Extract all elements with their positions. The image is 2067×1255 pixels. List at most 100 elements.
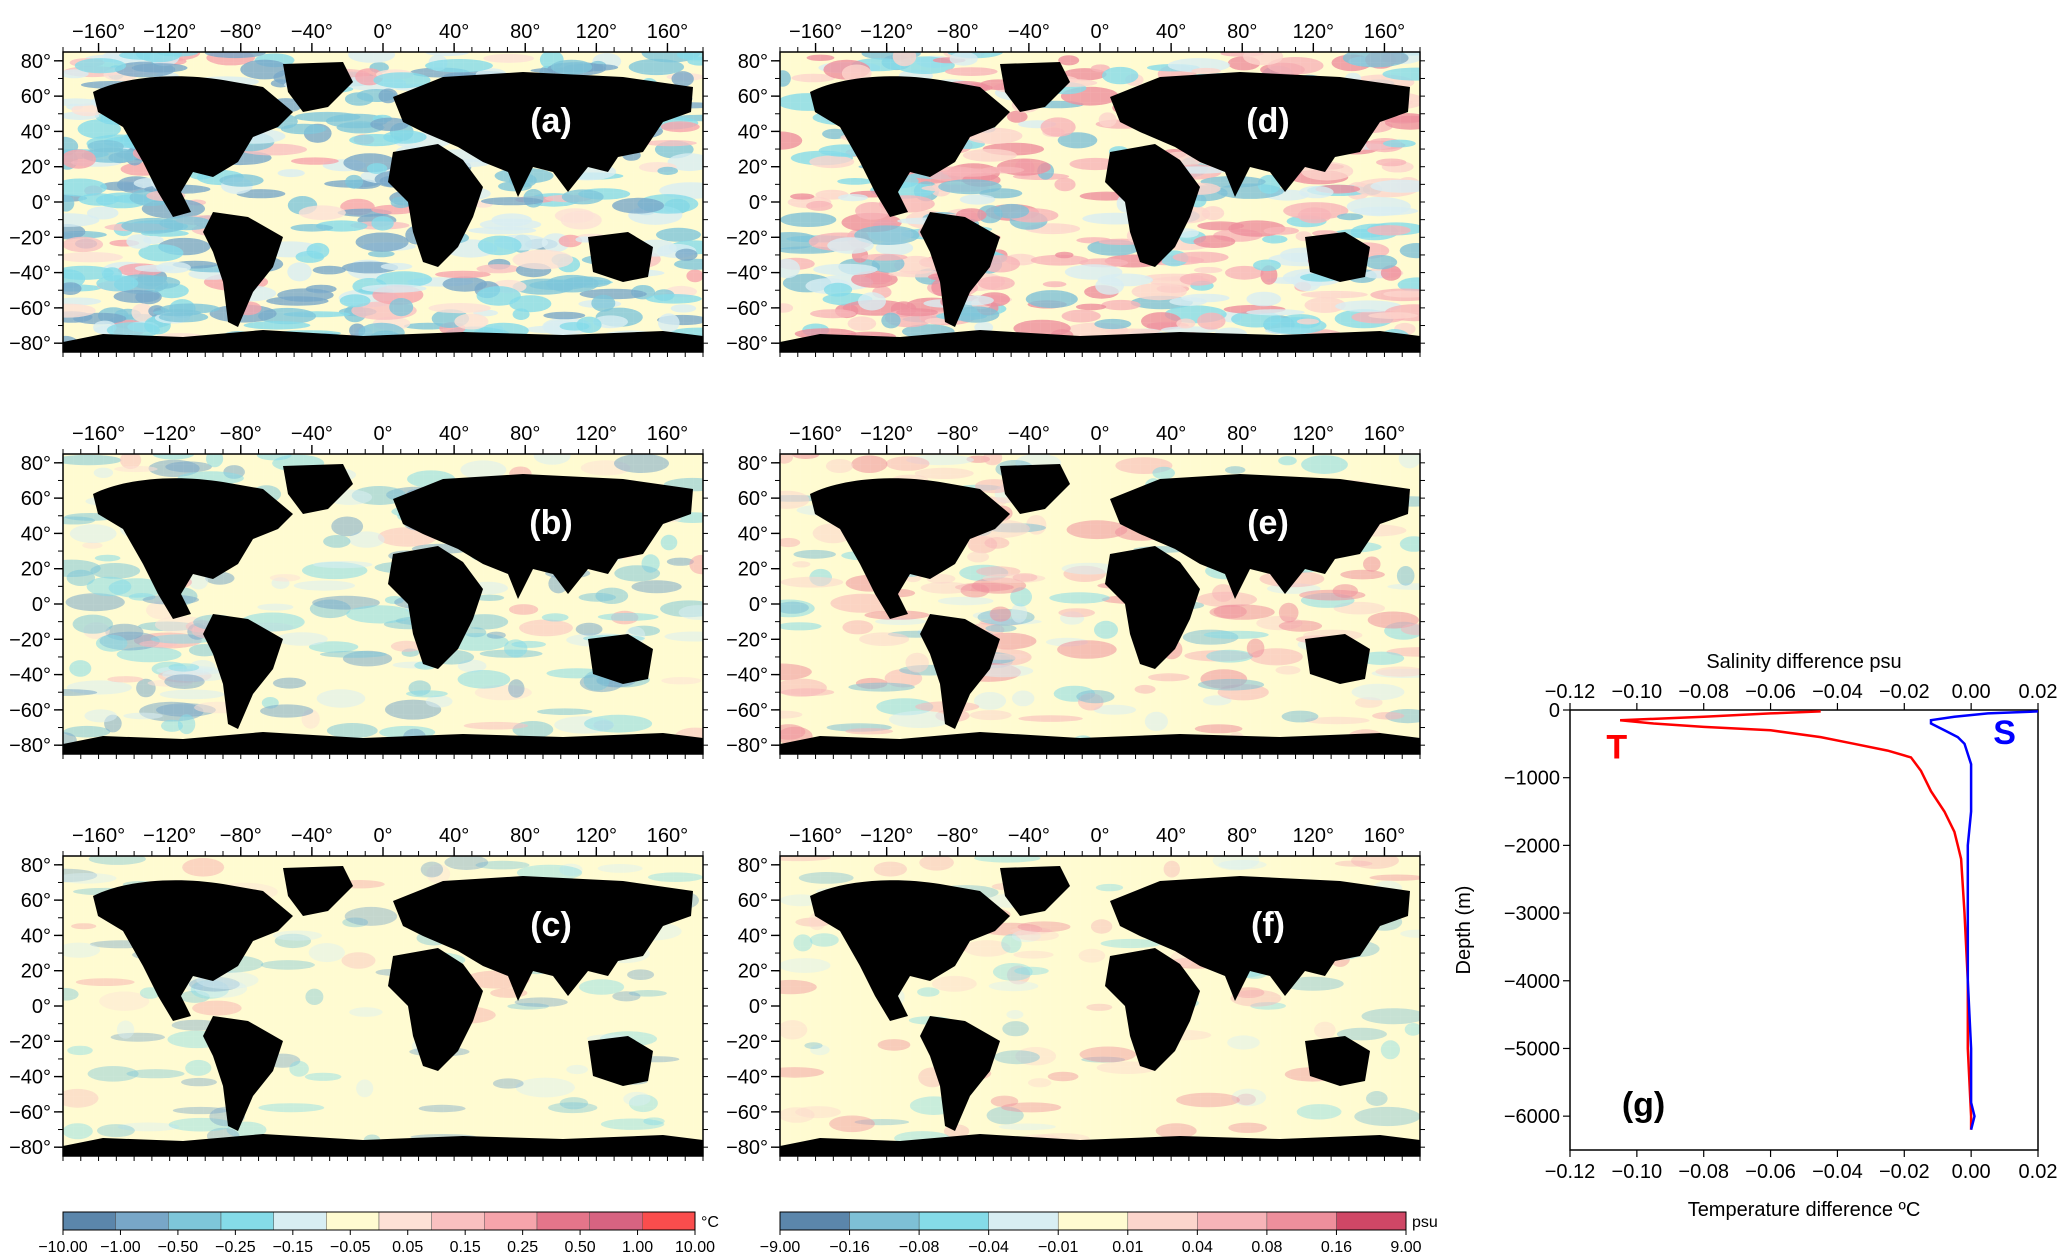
lon-tick-label: 40° bbox=[439, 825, 469, 847]
map-panel-e: −160° −120° −80° −40° 0° 40° 80° 120° 160° 80° 60°… bbox=[726, 423, 1425, 759]
lon-tick-label: −80° bbox=[220, 825, 262, 847]
colorbar-swatch bbox=[431, 1211, 485, 1231]
series-line-T bbox=[1619, 710, 1973, 1130]
colorbar-label: 0.04 bbox=[1182, 1239, 1213, 1255]
lat-tick-label: 20° bbox=[738, 961, 768, 983]
lat-tick-label: 60° bbox=[21, 488, 51, 510]
colorbar-label: 0.25 bbox=[507, 1239, 538, 1255]
colorbar-label: 0.50 bbox=[565, 1239, 596, 1255]
lon-tick-label: −120° bbox=[860, 825, 913, 847]
colorbar-label: 0.08 bbox=[1251, 1239, 1282, 1255]
lat-tick-label: 0° bbox=[749, 594, 768, 616]
colorbar-swatch bbox=[115, 1211, 169, 1231]
lat-tick-label: −60° bbox=[726, 700, 768, 722]
colorbar-swatch bbox=[378, 1211, 432, 1231]
y-tick-label: −3000 bbox=[1504, 903, 1560, 925]
map-panel-a: −160° −120° −80° −40° 0° 40° 80° 120° 160° 80° 60°… bbox=[9, 21, 708, 357]
lat-tick-label: −80° bbox=[9, 735, 51, 757]
colorbar-label: −0.16 bbox=[829, 1239, 870, 1255]
lon-tick-label: 120° bbox=[1293, 423, 1334, 445]
colorbar-label: 0.16 bbox=[1321, 1239, 1352, 1255]
lat-tick-label: 80° bbox=[21, 453, 51, 475]
lon-tick-label: 120° bbox=[576, 21, 617, 43]
colorbar-swatch bbox=[849, 1211, 920, 1231]
lon-tick-label: 0° bbox=[1090, 423, 1109, 445]
lat-tick-label: −80° bbox=[9, 333, 51, 355]
lat-tick-label: −60° bbox=[726, 298, 768, 320]
panel-label: (a) bbox=[530, 102, 572, 140]
x-bottom-axis-title: Temperature difference ºC bbox=[1688, 1199, 1921, 1221]
lon-tick-label: 40° bbox=[439, 21, 469, 43]
colorbar-label: −0.08 bbox=[899, 1239, 940, 1255]
lat-tick-label: −40° bbox=[9, 263, 51, 285]
map-panel-c: −160° −120° −80° −40° 0° 40° 80° 120° 160° 80° 60°… bbox=[9, 825, 708, 1161]
lat-tick-label: −80° bbox=[726, 1137, 768, 1159]
lon-tick-label: −160° bbox=[72, 825, 125, 847]
colorbar-swatch bbox=[1127, 1211, 1198, 1231]
lon-tick-label: −120° bbox=[860, 21, 913, 43]
lat-tick-label: 0° bbox=[749, 192, 768, 214]
colorbar-swatch bbox=[273, 1211, 327, 1231]
colorbar-label: 0.15 bbox=[450, 1239, 481, 1255]
lat-tick-label: −20° bbox=[726, 1031, 768, 1053]
colorbar-swatch bbox=[62, 1211, 116, 1231]
lon-tick-label: −120° bbox=[143, 423, 196, 445]
lon-tick-label: −120° bbox=[860, 423, 913, 445]
lon-tick-label: 120° bbox=[576, 423, 617, 445]
x-bottom-tick-label: −0.08 bbox=[1678, 1161, 1729, 1183]
lat-tick-label: 60° bbox=[738, 86, 768, 108]
x-bottom-tick-label: −0.06 bbox=[1745, 1161, 1796, 1183]
lon-tick-label: 0° bbox=[1090, 825, 1109, 847]
x-bottom-tick-label: −0.02 bbox=[1879, 1161, 1930, 1183]
lat-tick-label: 0° bbox=[749, 996, 768, 1018]
lon-tick-label: −80° bbox=[937, 423, 979, 445]
lon-tick-label: 120° bbox=[1293, 21, 1334, 43]
lat-tick-label: 80° bbox=[21, 51, 51, 73]
lon-tick-label: 0° bbox=[1090, 21, 1109, 43]
lon-tick-label: 80° bbox=[510, 825, 540, 847]
x-bottom-tick-label: −0.10 bbox=[1612, 1161, 1663, 1183]
lat-tick-label: 20° bbox=[21, 961, 51, 983]
lon-tick-label: 80° bbox=[510, 423, 540, 445]
y-tick-label: −2000 bbox=[1504, 835, 1560, 857]
colorbar-swatch bbox=[536, 1211, 590, 1231]
colorbar-label: −0.01 bbox=[1038, 1239, 1079, 1255]
lon-tick-label: 120° bbox=[1293, 825, 1334, 847]
lat-tick-label: 20° bbox=[738, 559, 768, 581]
colorbar-label: −0.04 bbox=[968, 1239, 1009, 1255]
lat-tick-label: −20° bbox=[9, 227, 51, 249]
lat-tick-label: −40° bbox=[9, 665, 51, 687]
panel-label: (f) bbox=[1251, 906, 1285, 944]
lat-tick-label: 20° bbox=[21, 157, 51, 179]
x-top-tick-label: −0.12 bbox=[1545, 681, 1596, 703]
lon-tick-label: 160° bbox=[647, 825, 688, 847]
y-axis-title: Depth (m) bbox=[1453, 886, 1475, 975]
colorbar-swatch bbox=[779, 1211, 850, 1231]
lat-tick-label: 40° bbox=[21, 121, 51, 143]
lon-tick-label: 0° bbox=[373, 423, 392, 445]
x-bottom-tick-label: 0.02 bbox=[2019, 1161, 2058, 1183]
lon-tick-label: 80° bbox=[1227, 423, 1257, 445]
lat-tick-label: 40° bbox=[738, 523, 768, 545]
colorbar-swatch bbox=[168, 1211, 222, 1231]
y-tick-label: −6000 bbox=[1504, 1106, 1560, 1128]
lon-tick-label: −40° bbox=[291, 825, 333, 847]
lat-tick-label: 0° bbox=[32, 996, 51, 1018]
lat-tick-label: −20° bbox=[9, 629, 51, 651]
lat-tick-label: 80° bbox=[738, 855, 768, 877]
colorbar-swatch bbox=[918, 1211, 989, 1231]
lat-tick-label: −20° bbox=[726, 629, 768, 651]
panel-label: (d) bbox=[1246, 102, 1289, 140]
lat-tick-label: −40° bbox=[726, 665, 768, 687]
lat-tick-label: 60° bbox=[738, 488, 768, 510]
lon-tick-label: 80° bbox=[510, 21, 540, 43]
lon-tick-label: −40° bbox=[291, 21, 333, 43]
lon-tick-label: 0° bbox=[373, 825, 392, 847]
lat-tick-label: −80° bbox=[726, 333, 768, 355]
lon-tick-label: 160° bbox=[1364, 423, 1405, 445]
lon-tick-label: 40° bbox=[1156, 423, 1186, 445]
x-top-axis-title: Salinity difference psu bbox=[1706, 651, 1901, 673]
lon-tick-label: 160° bbox=[1364, 21, 1405, 43]
lon-tick-label: 80° bbox=[1227, 825, 1257, 847]
